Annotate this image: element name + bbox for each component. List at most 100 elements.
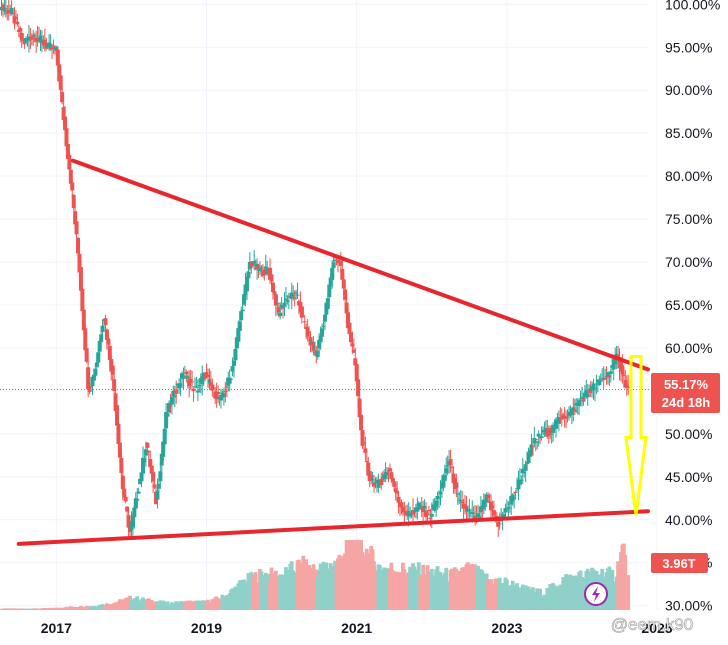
candle xyxy=(156,480,161,493)
candle-body xyxy=(29,36,34,40)
candle xyxy=(195,379,200,402)
candle-body xyxy=(366,462,371,476)
candle-body xyxy=(164,412,169,429)
candle-body xyxy=(507,503,512,505)
candle xyxy=(275,296,280,316)
candle-body xyxy=(77,253,82,273)
candle-body xyxy=(504,509,509,511)
candle xyxy=(533,438,538,452)
candle-body xyxy=(438,491,443,495)
candle-body xyxy=(529,444,534,456)
candle-body xyxy=(584,390,589,395)
candle-body xyxy=(357,398,362,418)
candle-body xyxy=(295,294,300,296)
watermark-text: @eem.k90 xyxy=(611,615,693,634)
candle-body xyxy=(426,509,431,511)
candle-body xyxy=(621,374,626,376)
candle-body xyxy=(15,21,20,25)
candle-body xyxy=(275,302,280,304)
candle xyxy=(369,472,374,485)
candle-body xyxy=(425,513,430,516)
candle-body xyxy=(623,380,628,388)
candle-body xyxy=(73,211,78,225)
candle-body xyxy=(156,483,161,489)
candle xyxy=(592,384,597,402)
candle xyxy=(448,449,453,473)
candle xyxy=(516,470,521,501)
candle-body xyxy=(328,278,333,286)
candle-body xyxy=(526,452,531,464)
candle-body xyxy=(104,329,109,340)
candle xyxy=(191,387,196,402)
candle xyxy=(116,417,121,445)
y-tick-label: 70.00% xyxy=(665,254,712,270)
candle xyxy=(301,307,306,318)
candle-body xyxy=(585,393,590,398)
volume-bars xyxy=(0,540,631,610)
countdown-label: 24d 18h xyxy=(662,395,710,410)
candle xyxy=(473,505,478,526)
candle-body xyxy=(325,298,330,310)
candle xyxy=(187,370,192,398)
candle xyxy=(562,407,567,428)
candle-body xyxy=(486,495,491,499)
candle-body xyxy=(546,431,551,436)
candle-body xyxy=(598,380,603,382)
candle xyxy=(71,194,76,211)
candle-body xyxy=(185,376,190,379)
candle-body xyxy=(0,4,5,10)
candle-body xyxy=(532,437,537,444)
candle xyxy=(205,368,210,388)
candle-body xyxy=(574,403,579,406)
candle xyxy=(626,374,631,395)
candle-body xyxy=(513,491,518,493)
candle-body xyxy=(190,381,195,383)
candle xyxy=(207,368,212,390)
candle xyxy=(444,457,449,478)
candle-body xyxy=(360,430,365,446)
candle-body xyxy=(448,459,453,465)
candle xyxy=(574,398,579,414)
candle-body xyxy=(302,321,307,323)
candle-body xyxy=(115,405,120,426)
candle-body xyxy=(221,393,226,398)
candle xyxy=(119,448,124,477)
candle-body xyxy=(540,429,545,433)
candle-body xyxy=(539,436,544,438)
watermark: @eem.k90 xyxy=(610,615,693,635)
candle-body xyxy=(70,182,75,191)
candle-body xyxy=(422,506,427,509)
candle-body xyxy=(99,334,104,343)
candle xyxy=(135,488,140,509)
candle-body xyxy=(421,506,426,512)
candle xyxy=(331,253,336,280)
candle xyxy=(208,370,213,387)
candle xyxy=(214,382,219,408)
candle xyxy=(51,39,56,54)
candle xyxy=(572,399,577,415)
candle-body xyxy=(572,409,577,412)
candle-body xyxy=(571,407,576,411)
candle-body xyxy=(192,386,197,388)
candle-body xyxy=(74,221,79,235)
candle xyxy=(181,367,186,390)
candle-body xyxy=(272,291,277,295)
candle-body xyxy=(315,351,320,357)
candle-body xyxy=(390,478,395,482)
candle-body xyxy=(581,397,586,402)
candle xyxy=(93,367,98,377)
candle-body xyxy=(552,428,557,430)
candle-body xyxy=(346,312,351,329)
candle-body xyxy=(270,282,275,292)
candle-body xyxy=(165,413,170,417)
candle-body xyxy=(184,371,189,374)
candle xyxy=(192,377,197,388)
candle xyxy=(96,350,101,364)
y-tick-label: 80.00% xyxy=(665,168,712,184)
candle-body xyxy=(484,494,489,503)
candle xyxy=(13,10,18,19)
lightning-icon[interactable] xyxy=(584,582,608,606)
candle-body xyxy=(58,75,63,90)
candle-body xyxy=(502,514,507,518)
candle-body xyxy=(415,507,420,512)
